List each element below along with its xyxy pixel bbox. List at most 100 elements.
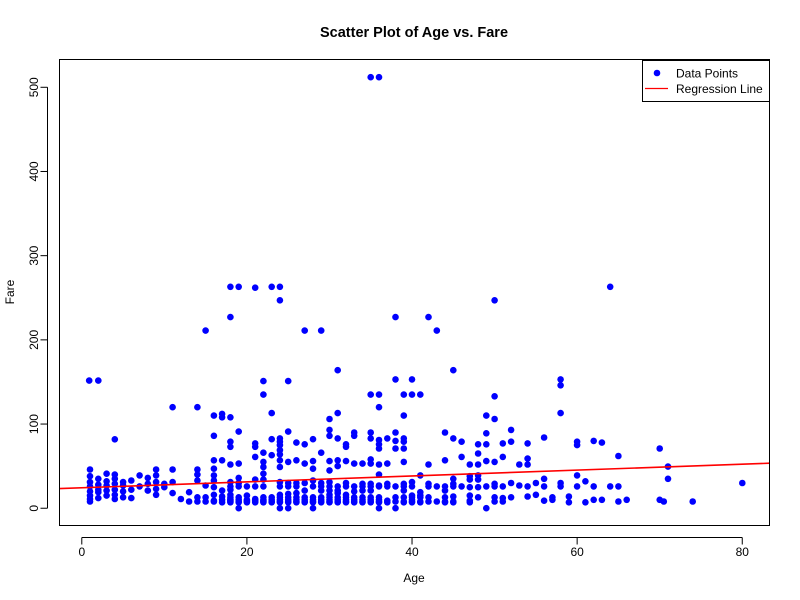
data-point <box>293 489 300 497</box>
data-point <box>582 478 589 485</box>
data-point <box>392 483 399 490</box>
data-point <box>95 377 102 384</box>
data-point <box>218 487 226 494</box>
data-point <box>350 429 358 436</box>
data-point <box>573 472 581 479</box>
x-tick-label: 20 <box>240 545 254 559</box>
data-point <box>342 457 350 465</box>
data-point <box>450 493 457 500</box>
data-point <box>268 435 276 443</box>
chart-title: Scatter Plot of Age vs. Fare <box>320 25 508 41</box>
y-axis: 0 100 200 300 400 500 <box>27 77 48 512</box>
data-point <box>557 479 564 487</box>
data-point <box>218 493 226 500</box>
data-point <box>507 438 515 446</box>
data-point <box>284 479 292 487</box>
data-point <box>276 457 284 464</box>
data-point <box>169 403 176 411</box>
data-point <box>359 494 366 501</box>
legend-box <box>642 60 770 102</box>
data-point <box>433 327 441 334</box>
data-point <box>375 461 383 468</box>
points-layer <box>85 73 746 512</box>
data-point <box>210 491 218 499</box>
data-point <box>392 429 399 436</box>
data-point <box>350 488 358 495</box>
data-point <box>491 480 498 488</box>
data-point <box>483 457 490 465</box>
data-point <box>169 489 176 497</box>
data-point <box>293 457 300 464</box>
data-point <box>86 472 94 480</box>
data-point <box>450 498 457 505</box>
data-point <box>350 460 358 467</box>
data-point <box>309 477 317 484</box>
data-point <box>615 483 622 490</box>
data-point <box>268 409 276 417</box>
data-point <box>227 414 234 421</box>
data-point <box>408 478 416 486</box>
data-point <box>202 327 209 334</box>
data-point <box>367 456 375 463</box>
data-point <box>491 458 498 466</box>
data-point <box>458 453 465 461</box>
data-point <box>284 377 292 385</box>
data-point <box>260 377 267 385</box>
data-point <box>483 412 490 419</box>
data-point <box>317 449 325 457</box>
data-point <box>194 403 201 411</box>
data-point <box>524 455 531 462</box>
data-point <box>309 494 317 501</box>
data-point <box>309 465 317 473</box>
data-point <box>474 483 482 491</box>
data-point <box>251 453 259 461</box>
data-point <box>185 488 193 496</box>
data-point <box>392 437 399 445</box>
data-point <box>524 493 531 500</box>
data-point <box>400 435 408 442</box>
data-point <box>276 435 284 442</box>
data-point <box>119 494 127 501</box>
data-point <box>400 458 408 466</box>
data-point <box>656 445 663 452</box>
data-point <box>458 438 465 446</box>
data-point <box>590 496 597 504</box>
data-point <box>86 488 94 495</box>
data-point <box>615 498 622 505</box>
data-point <box>590 437 597 445</box>
data-point <box>210 465 218 473</box>
data-point <box>540 434 548 441</box>
data-point <box>408 492 416 499</box>
data-point <box>177 495 185 503</box>
data-point <box>152 472 160 479</box>
regression-line <box>59 462 770 490</box>
data-point <box>301 487 309 494</box>
data-point <box>557 409 564 417</box>
data-point <box>540 497 548 505</box>
data-point <box>194 466 201 473</box>
data-point <box>367 429 375 436</box>
data-point <box>466 461 474 468</box>
data-point <box>573 483 581 490</box>
data-point <box>111 436 119 443</box>
data-point <box>276 446 284 454</box>
data-point <box>606 283 614 291</box>
data-point <box>111 480 119 488</box>
data-point <box>301 327 309 334</box>
data-point <box>284 458 292 466</box>
data-point <box>260 449 267 457</box>
data-point <box>417 391 424 398</box>
data-point <box>392 504 399 512</box>
data-point <box>251 495 259 503</box>
x-tick-label: 60 <box>570 545 584 559</box>
data-point <box>408 376 416 383</box>
data-point <box>483 504 490 512</box>
data-point <box>425 494 432 501</box>
data-point <box>326 415 333 423</box>
data-point <box>95 475 102 483</box>
data-point <box>516 461 523 468</box>
data-point <box>524 440 531 447</box>
data-point <box>507 479 515 487</box>
data-point <box>103 492 110 499</box>
